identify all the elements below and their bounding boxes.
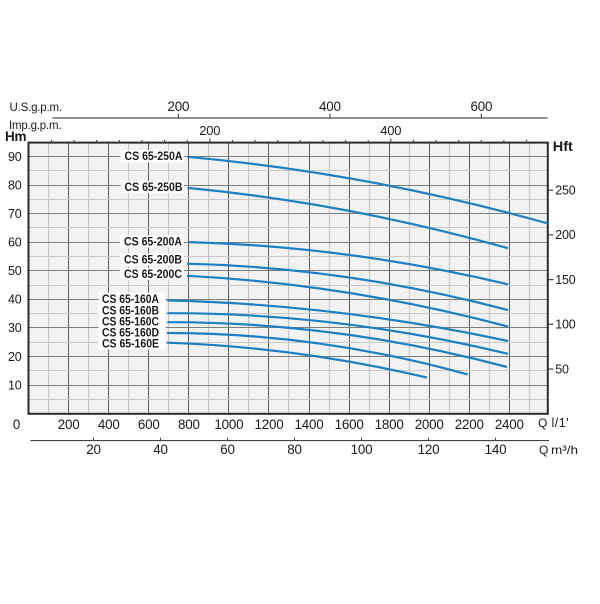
svg-text:80: 80 xyxy=(8,178,22,192)
svg-text:600: 600 xyxy=(471,99,493,114)
svg-text:m³/h: m³/h xyxy=(551,443,578,457)
svg-text:10: 10 xyxy=(8,378,22,392)
svg-text:80: 80 xyxy=(287,442,302,457)
svg-text:CS 65-200B: CS 65-200B xyxy=(124,255,182,267)
svg-text:CS 65-160D: CS 65-160D xyxy=(102,328,159,340)
svg-text:0: 0 xyxy=(13,417,20,432)
svg-text:60: 60 xyxy=(220,442,235,457)
svg-text:140: 140 xyxy=(485,442,507,457)
svg-text:30: 30 xyxy=(8,321,22,335)
svg-text:100: 100 xyxy=(351,442,373,457)
svg-text:200: 200 xyxy=(168,99,190,114)
svg-text:1200: 1200 xyxy=(254,417,283,432)
svg-text:200: 200 xyxy=(199,123,220,138)
svg-text:2000: 2000 xyxy=(415,417,444,432)
svg-text:90: 90 xyxy=(8,150,22,164)
svg-text:400: 400 xyxy=(98,417,120,432)
svg-text:CS 65-250B: CS 65-250B xyxy=(125,182,183,194)
svg-text:Hft: Hft xyxy=(553,139,574,154)
svg-text:250: 250 xyxy=(555,184,576,198)
svg-text:2200: 2200 xyxy=(455,417,484,432)
svg-text:CS 65-160B: CS 65-160B xyxy=(102,305,159,317)
svg-text:CS 65-200A: CS 65-200A xyxy=(124,237,182,249)
svg-text:150: 150 xyxy=(555,273,576,287)
svg-text:1000: 1000 xyxy=(214,417,243,432)
svg-text:1400: 1400 xyxy=(295,417,324,432)
svg-text:20: 20 xyxy=(86,442,101,457)
svg-text:CS 65-160A: CS 65-160A xyxy=(102,294,159,306)
svg-text:600: 600 xyxy=(138,417,160,432)
svg-text:50: 50 xyxy=(8,264,22,278)
svg-text:CS 65-160E: CS 65-160E xyxy=(102,339,159,351)
svg-text:120: 120 xyxy=(418,442,440,457)
svg-text:CS 65-200C: CS 65-200C xyxy=(124,269,182,281)
svg-text:400: 400 xyxy=(319,99,341,114)
svg-text:800: 800 xyxy=(178,417,200,432)
svg-text:50: 50 xyxy=(555,362,569,376)
svg-text:Imp.g.p.m.: Imp.g.p.m. xyxy=(9,120,61,132)
svg-text:200: 200 xyxy=(555,228,576,242)
svg-text:40: 40 xyxy=(153,442,168,457)
svg-text:20: 20 xyxy=(8,350,22,364)
svg-text:Q: Q xyxy=(538,416,547,430)
svg-text:CS 65-250A: CS 65-250A xyxy=(125,151,183,163)
svg-text:200: 200 xyxy=(58,417,80,432)
svg-text:CS 65-160C: CS 65-160C xyxy=(102,317,159,329)
svg-text:1800: 1800 xyxy=(375,417,404,432)
svg-text:40: 40 xyxy=(8,293,22,307)
svg-text:U.S.g.p.m.: U.S.g.p.m. xyxy=(10,102,62,114)
svg-text:1600: 1600 xyxy=(335,417,364,432)
svg-text:Hm: Hm xyxy=(5,129,27,144)
svg-text:2400: 2400 xyxy=(495,417,524,432)
svg-text:Q: Q xyxy=(539,443,548,457)
svg-text:400: 400 xyxy=(380,123,401,138)
svg-text:70: 70 xyxy=(8,207,22,221)
svg-text:l/1': l/1' xyxy=(552,416,570,430)
svg-text:100: 100 xyxy=(555,318,576,332)
svg-text:60: 60 xyxy=(8,236,22,250)
